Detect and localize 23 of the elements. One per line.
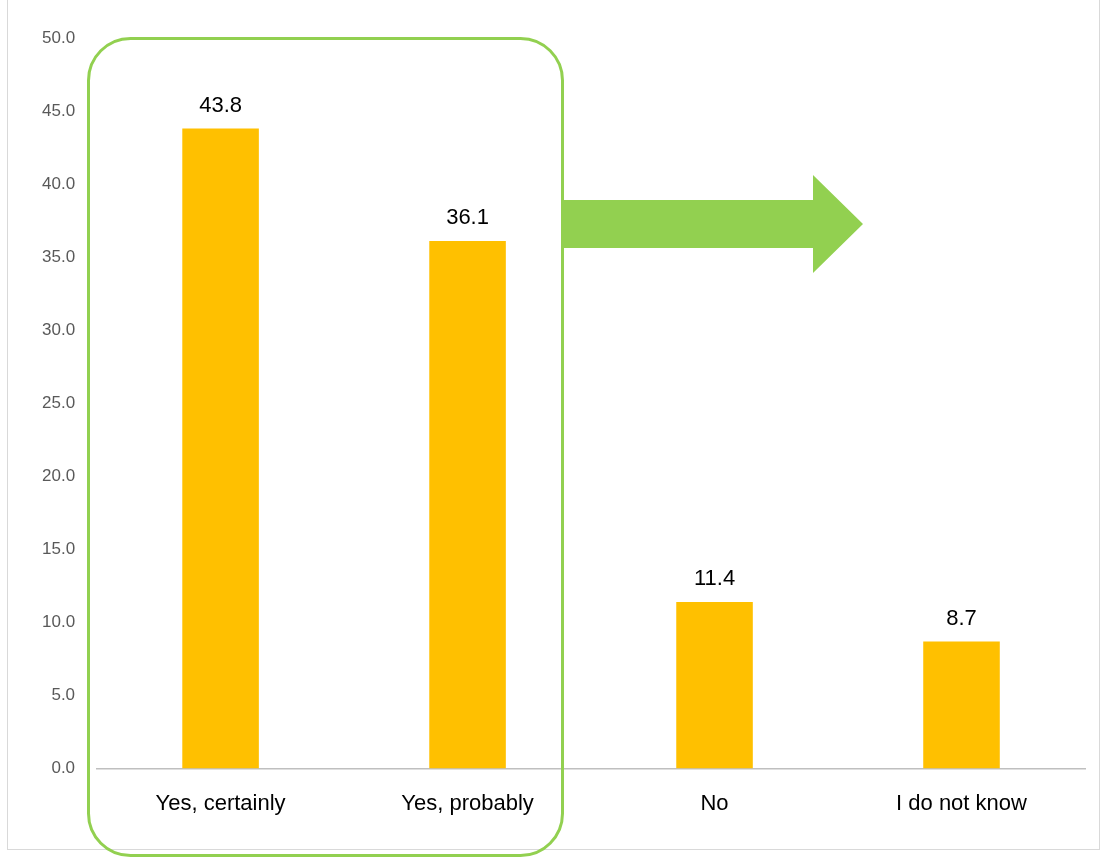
data-label: 11.4 xyxy=(693,565,736,591)
data-label: 43.8 xyxy=(199,91,242,117)
y-tick-label: 30.0 xyxy=(41,319,76,339)
y-tick-label: 0.0 xyxy=(51,758,76,778)
x-tick-label: No xyxy=(700,789,729,815)
y-tick-label: 40.0 xyxy=(41,173,76,193)
data-label: 8.7 xyxy=(946,604,977,630)
y-tick-label: 20.0 xyxy=(41,466,76,486)
y-tick-label: 35.0 xyxy=(41,246,76,266)
bar xyxy=(182,128,259,769)
x-tick-label: Yes, certainly xyxy=(155,789,286,815)
y-tick-label: 10.0 xyxy=(41,612,76,632)
bar xyxy=(923,641,1000,769)
y-tick-label: 25.0 xyxy=(41,392,76,412)
data-label: 36.1 xyxy=(446,204,489,230)
x-tick-label: Yes, probably xyxy=(401,789,534,815)
bar xyxy=(429,241,506,769)
y-tick-label: 45.0 xyxy=(41,100,76,120)
y-tick-label: 15.0 xyxy=(41,539,76,559)
x-tick-label: I do not know xyxy=(896,789,1028,815)
bar xyxy=(676,602,753,769)
y-tick-label: 50.0 xyxy=(41,27,76,47)
y-tick-label: 5.0 xyxy=(51,685,76,705)
